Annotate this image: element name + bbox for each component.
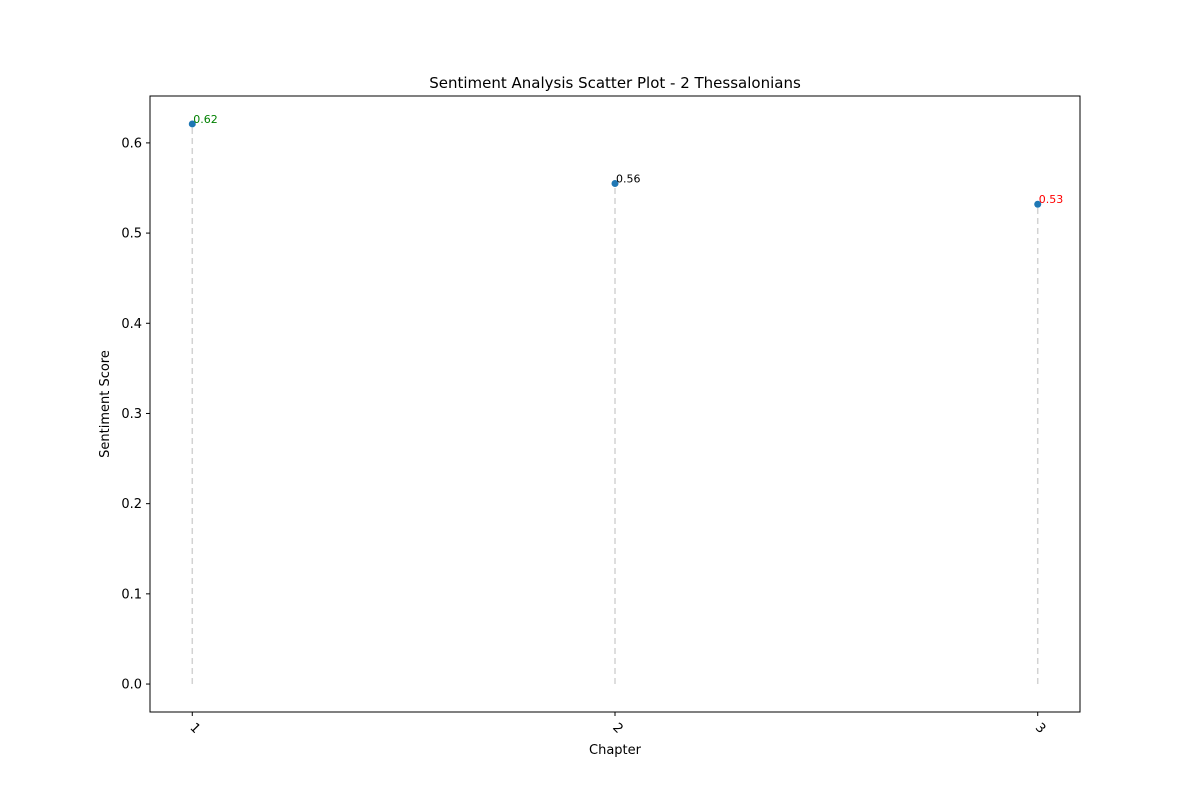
- y-tick-label: 0.4: [121, 317, 142, 332]
- data-labels: 0.62 0.56 0.53: [193, 113, 1063, 206]
- stem-lines: [191, 123, 1039, 685]
- y-axis: 0.0 0.1 0.2 0.3 0.4 0.5 0.6: [121, 136, 150, 693]
- data-label: 0.62: [193, 113, 218, 126]
- x-axis-label: Chapter: [589, 743, 642, 758]
- y-tick-label: 0.1: [121, 587, 142, 602]
- y-axis-label: Sentiment Score: [98, 350, 113, 458]
- data-points: [188, 120, 1042, 208]
- data-point: [611, 179, 619, 187]
- y-tick-label: 0.3: [121, 407, 142, 422]
- y-tick-label: 0.2: [121, 497, 142, 512]
- data-label: 0.56: [616, 172, 641, 185]
- data-point: [188, 120, 196, 128]
- data-point: [1034, 200, 1042, 208]
- y-tick-label: 0.5: [121, 227, 142, 242]
- y-tick-label: 0.6: [121, 136, 142, 151]
- y-tick-label: 0.0: [121, 678, 142, 693]
- data-label: 0.53: [1039, 193, 1064, 206]
- chart-title: Sentiment Analysis Scatter Plot - 2 Thes…: [429, 74, 801, 92]
